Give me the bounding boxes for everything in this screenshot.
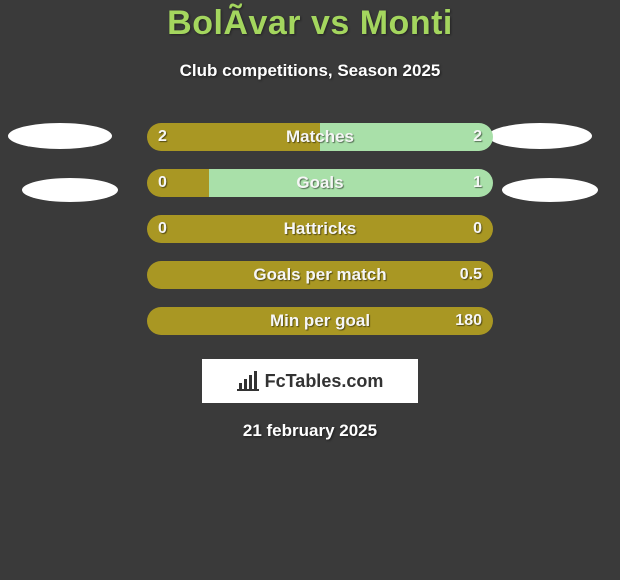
stat-row: Min per goal180: [10, 307, 610, 335]
stat-value-left: 0: [158, 169, 167, 197]
stat-row: Goals0 1: [10, 169, 610, 197]
stat-value-left: 2: [158, 123, 167, 151]
stat-row: Hattricks0 0: [10, 215, 610, 243]
stat-label: Min per goal: [147, 307, 493, 335]
stat-label: Goals: [147, 169, 493, 197]
stat-label: Hattricks: [147, 215, 493, 243]
stat-row: Goals per match0.5: [10, 261, 610, 289]
comparison-card: BolÃ­var vs Monti Club competitions, Sea…: [0, 0, 620, 580]
date-label: 21 february 2025: [0, 421, 620, 441]
source-logo-text: FcTables.com: [265, 371, 384, 392]
stat-label: Goals per match: [147, 261, 493, 289]
stat-bar: Min per goal: [147, 307, 493, 335]
source-logo: FcTables.com: [202, 359, 418, 403]
page-title: BolÃ­var vs Monti: [0, 0, 620, 43]
subtitle: Club competitions, Season 2025: [0, 61, 620, 81]
stat-bar: Goals: [147, 169, 493, 197]
stat-value-right: 0.5: [460, 261, 482, 289]
stat-value-right: 2: [473, 123, 482, 151]
stat-bar: Goals per match: [147, 261, 493, 289]
stat-value-right: 180: [455, 307, 482, 335]
stat-value-right: 1: [473, 169, 482, 197]
stat-value-right: 0: [473, 215, 482, 243]
stat-rows: Matches22Goals01Hattricks00Goals per mat…: [0, 123, 620, 335]
stat-bar: Hattricks: [147, 215, 493, 243]
stat-row: Matches2 2: [10, 123, 610, 151]
bar-chart-icon: [237, 371, 259, 391]
stat-value-left: 0: [158, 215, 167, 243]
stat-bar: Matches: [147, 123, 493, 151]
stat-label: Matches: [147, 123, 493, 151]
